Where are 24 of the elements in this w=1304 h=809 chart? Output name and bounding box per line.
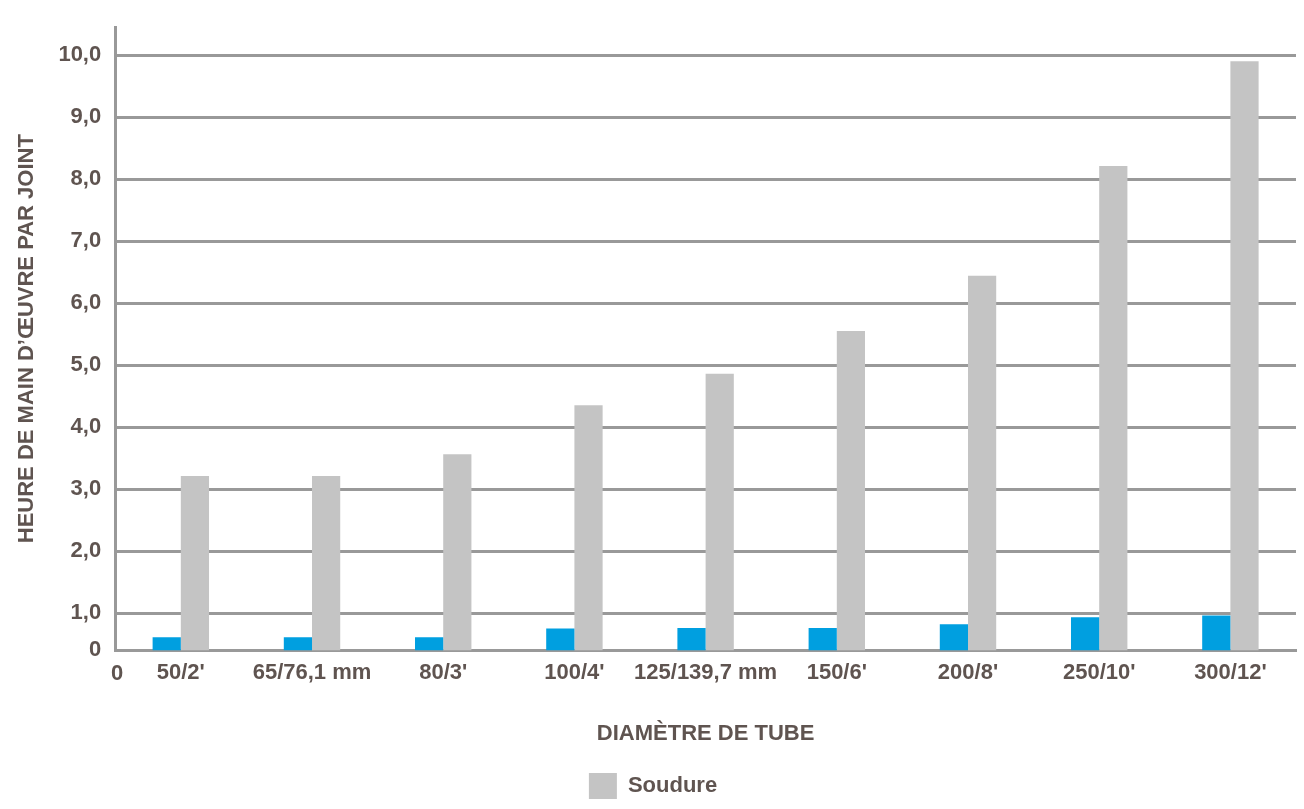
- y-tick-label: 8,0: [70, 165, 102, 191]
- y-tick-label: 3,0: [70, 475, 102, 501]
- x-axis-title: DIAMÈTRE DE TUBE: [596, 719, 815, 745]
- y-tick-label: 0: [88, 636, 102, 662]
- x-tick-label: 100/4': [544, 659, 605, 685]
- y-axis-title: HEURE DE MAIN D’ŒUVRE PAR JOINT: [13, 133, 39, 544]
- x-tick-label: 300/12': [1194, 659, 1267, 685]
- legend-label: Soudure: [627, 772, 718, 798]
- y-tick-label: 4,0: [70, 413, 102, 439]
- x-tick-label: 250/10': [1062, 659, 1136, 685]
- x-tick-label: 65/76,1 mm: [252, 659, 372, 685]
- text: 0: [111, 660, 124, 686]
- x-tick-label: 50/2': [156, 659, 205, 685]
- y-tick-label: 7,0: [70, 227, 102, 253]
- y-tick-label: 5,0: [70, 351, 102, 377]
- y-tick-label: 1,0: [70, 599, 102, 625]
- y-tick-label: 2,0: [70, 537, 102, 563]
- x-tick-label: 125/139,7 mm: [634, 659, 778, 685]
- y-tick-label: 9,0: [70, 103, 102, 129]
- x-tick-label: 200/8': [937, 659, 999, 685]
- x-tick-label: 80/3': [419, 659, 468, 685]
- y-tick-label: 10,0: [58, 41, 102, 67]
- x-tick-label: 150/6': [806, 659, 867, 685]
- y-tick-label: 6,0: [70, 289, 102, 315]
